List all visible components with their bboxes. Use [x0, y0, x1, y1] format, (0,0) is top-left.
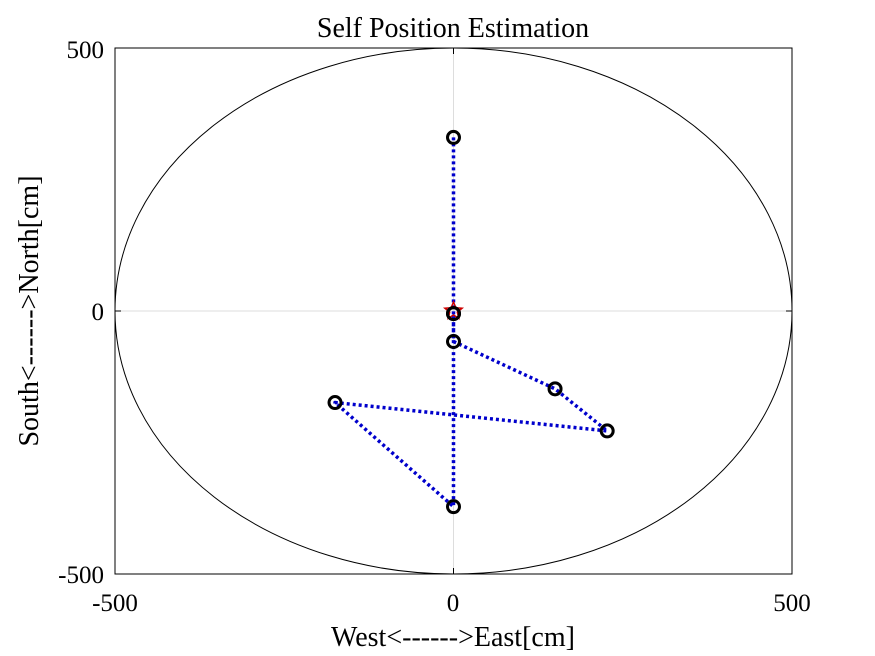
- chart-title: Self Position Estimation: [317, 13, 589, 44]
- position-marker: [446, 129, 461, 145]
- trajectory-series: [327, 129, 615, 515]
- y-tick-label-max: 500: [67, 37, 105, 64]
- x-axis-label: West<------>East[cm]: [331, 622, 575, 653]
- x-tick-label-min: -500: [92, 590, 138, 617]
- y-axis-label: South<------>North[cm]: [14, 175, 45, 446]
- position-marker: [327, 395, 343, 411]
- position-marker: [599, 423, 615, 439]
- position-marker: [446, 334, 461, 350]
- position-marker: [446, 306, 461, 322]
- x-tick-label-zero: 0: [447, 590, 460, 617]
- axis-ticks: [114, 47, 793, 575]
- origin-star-marker: [442, 300, 465, 320]
- y-tick-label-min: -500: [58, 562, 104, 589]
- y-tick-label-zero: 0: [92, 299, 105, 326]
- position-marker: [547, 381, 563, 397]
- x-tick-label-max: 500: [773, 590, 811, 617]
- position-marker: [446, 499, 461, 515]
